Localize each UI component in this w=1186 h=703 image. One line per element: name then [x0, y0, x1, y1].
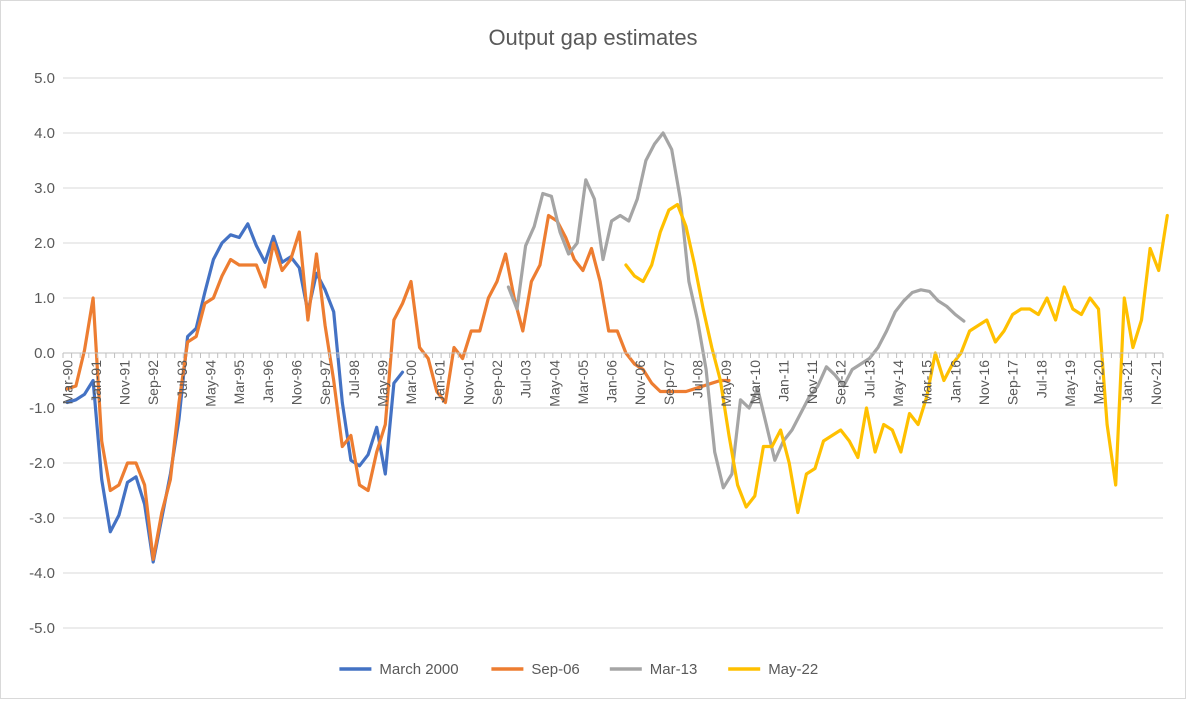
x-tick-label: Mar-10	[747, 360, 763, 405]
x-tick-label: Nov-21	[1148, 360, 1164, 405]
x-tick-label: Nov-16	[976, 360, 992, 405]
x-tick-label: Jan-91	[88, 360, 104, 403]
x-tick-label: Jan-06	[604, 360, 620, 403]
x-tick-label: Nov-96	[288, 360, 304, 405]
series-line-1	[65, 213, 731, 561]
x-axis: Mar-90 Jan-91 Nov-91 Sep-92 Jul-93 May-94 Mar-…	[59, 352, 1164, 407]
x-tick-label: May-04	[546, 360, 562, 407]
x-tick-label: Mar-90	[59, 360, 75, 405]
series-line-0	[65, 222, 405, 564]
x-tick-label: Jul-98	[346, 360, 362, 398]
x-tick-label: Jul-93	[174, 360, 190, 398]
x-tick-label: May-09	[718, 360, 734, 407]
x-tick-label: Jan-16	[947, 360, 963, 403]
x-tick-label: Mar-15	[919, 360, 935, 405]
x-tick-label: Nov-91	[117, 360, 133, 405]
x-tick-label: Sep-17	[1005, 360, 1021, 405]
x-tick-label: Jan-96	[260, 360, 276, 403]
x-tick-label: Mar-95	[231, 360, 247, 405]
y-tick-label: -3.0	[29, 510, 55, 527]
x-tick-label: Jul-08	[690, 360, 706, 398]
y-tick-label: -2.0	[29, 455, 55, 472]
legend: March 2000 Sep-06 Mar-13 May-22	[339, 661, 818, 678]
x-tick-label: Sep-07	[661, 360, 677, 405]
x-tick-label: May-99	[374, 360, 390, 407]
chart-title: Output gap estimates	[488, 25, 697, 50]
x-tick-label: May-94	[203, 360, 219, 407]
series-layer	[65, 131, 1169, 564]
x-tick-label: Mar-00	[403, 360, 419, 405]
y-tick-label: 3.0	[34, 180, 55, 197]
y-axis: 5.0 4.0 3.0 2.0 1.0 0.0 -1.0 -2.0 -3.0 -4.0 -5.0	[29, 70, 55, 637]
x-tick-label: Nov-06	[632, 360, 648, 405]
x-tick-label: May-14	[890, 360, 906, 407]
x-tick-label: Sep-12	[833, 360, 849, 405]
x-tick-label: Jan-21	[1119, 360, 1135, 403]
series-line-3	[624, 202, 1169, 515]
x-tick-label: Mar-05	[575, 360, 591, 405]
x-tick-label: May-19	[1062, 360, 1078, 407]
y-tick-label: 1.0	[34, 290, 55, 307]
legend-label: May-22	[768, 661, 818, 678]
x-tick-label: Sep-02	[489, 360, 505, 405]
legend-label: Mar-13	[650, 661, 698, 678]
y-tick-label: -5.0	[29, 620, 55, 637]
x-tick-label: Mar-20	[1091, 360, 1107, 405]
y-tick-label: 4.0	[34, 125, 55, 142]
x-tick-label: Sep-92	[145, 360, 161, 405]
legend-label: Sep-06	[531, 661, 579, 678]
x-tick-label: Jul-03	[518, 360, 534, 398]
series-line-2	[506, 131, 966, 490]
x-tick-label: Jan-01	[432, 360, 448, 403]
x-tick-label: Sep-97	[317, 360, 333, 405]
y-tick-label: 0.0	[34, 345, 55, 362]
y-tick-label: 2.0	[34, 235, 55, 252]
legend-label: March 2000	[379, 661, 458, 678]
y-tick-label: -1.0	[29, 400, 55, 417]
x-tick-label: Jul-18	[1033, 360, 1049, 398]
x-tick-label: Nov-11	[804, 360, 820, 404]
x-tick-label: Nov-01	[460, 360, 476, 405]
x-tick-label: Jul-13	[861, 360, 877, 398]
y-tick-label: -4.0	[29, 565, 55, 582]
y-tick-label: 5.0	[34, 70, 55, 87]
x-tick-label: Jan-11	[775, 360, 791, 402]
